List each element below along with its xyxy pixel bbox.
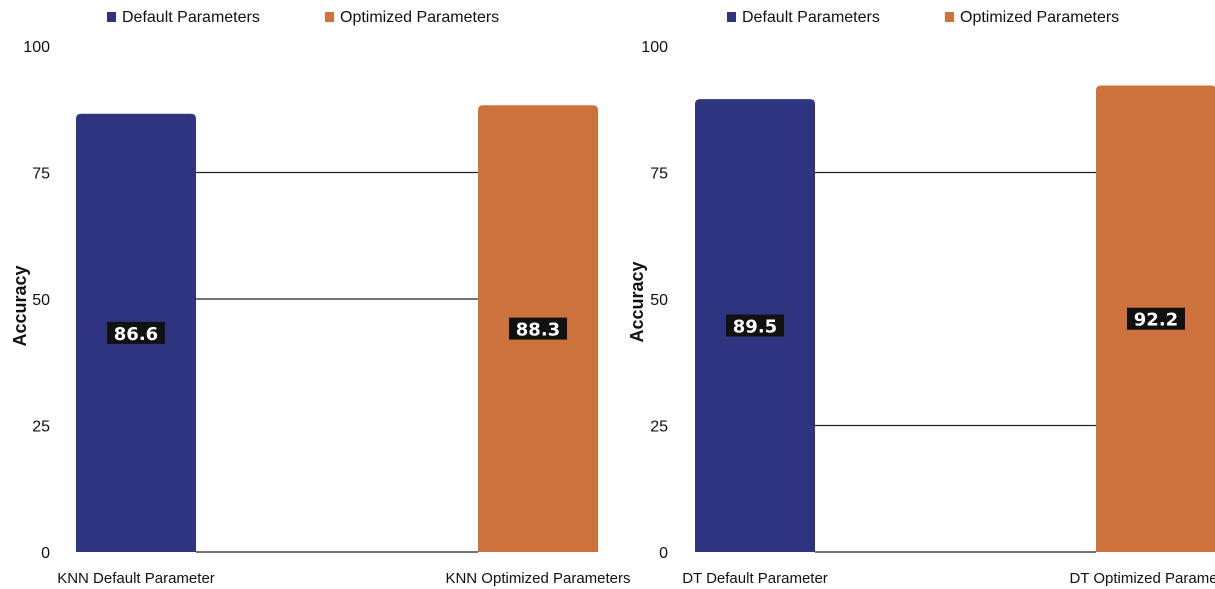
x-category-label: DT Default Parameter <box>682 570 828 587</box>
y-tick-label: 0 <box>659 545 668 562</box>
y-axis-label: Accuracy <box>627 261 647 342</box>
data-label: 88.3 <box>516 320 560 341</box>
y-tick-label: 100 <box>641 39 668 56</box>
y-tick-label: 50 <box>32 292 50 309</box>
data-label-box <box>509 317 567 340</box>
data-label-box <box>726 314 784 337</box>
data-label: 89.5 <box>733 317 777 338</box>
y-tick-label: 75 <box>32 166 50 183</box>
y-tick-label: 25 <box>650 419 668 436</box>
legend-swatch-2 <box>325 12 334 22</box>
x-category-label: KNN Optimized Parameters <box>445 570 630 587</box>
y-tick-label: 50 <box>650 292 668 309</box>
chart-panel-1: Default Parameters Optimized Parameters 0 2… <box>10 9 631 587</box>
data-label-box <box>107 321 165 344</box>
legend-swatch-2 <box>945 12 954 22</box>
legend-label-2: Optimized Parameters <box>960 9 1119 26</box>
data-label: 92.2 <box>1134 310 1178 331</box>
data-label-box <box>1127 307 1185 330</box>
legend-label-1: Default Parameters <box>122 9 260 26</box>
y-tick-label: 25 <box>32 419 50 436</box>
y-axis-label: Accuracy <box>10 265 30 346</box>
legend-label-1: Default Parameters <box>742 9 880 26</box>
legend-label-2: Optimized Parameters <box>340 9 499 26</box>
legend-swatch-1 <box>727 12 736 22</box>
x-category-label: KNN Default Parameter <box>57 570 215 587</box>
y-tick-label: 75 <box>650 166 668 183</box>
y-tick-label: 0 <box>41 545 50 562</box>
x-category-label: DT Optimized Parameters <box>1069 570 1215 587</box>
y-tick-label: 100 <box>23 39 50 56</box>
legend-swatch-1 <box>107 12 116 22</box>
data-label: 86.6 <box>114 324 158 345</box>
chart-panel-2: Default Parameters Optimized Parameters 0 2… <box>627 9 1215 587</box>
